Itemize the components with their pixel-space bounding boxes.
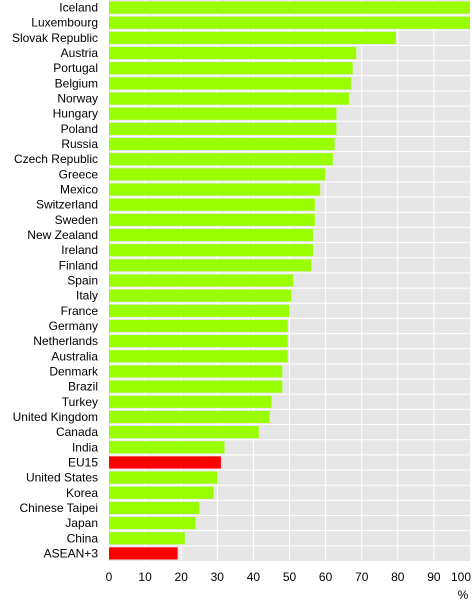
category-label: Finland	[59, 258, 98, 272]
x-tick-label: 100	[451, 570, 471, 584]
category-label: Czech Republic	[14, 152, 98, 166]
bar-germany	[109, 319, 288, 333]
category-label: New Zealand	[27, 228, 98, 242]
category-label: Korea	[66, 486, 98, 500]
category-label: Australia	[51, 349, 98, 363]
bar-portugal	[109, 62, 353, 75]
bar-united-states	[109, 471, 218, 484]
bar-greece	[109, 168, 326, 181]
category-label: France	[61, 304, 99, 318]
x-tick-label: 80	[391, 570, 405, 584]
x-tick-label: 70	[355, 570, 369, 584]
bar-eu15	[109, 456, 221, 469]
category-label: Germany	[49, 319, 98, 333]
x-tick-label: 50	[283, 570, 297, 584]
bar-ireland	[109, 244, 313, 257]
bar-mexico	[109, 183, 321, 196]
category-label: Denmark	[49, 364, 99, 378]
bar-netherlands	[109, 335, 288, 348]
category-label: Austria	[61, 46, 99, 60]
category-label: India	[72, 440, 98, 454]
bars	[109, 1, 470, 560]
category-label: Canada	[56, 425, 98, 439]
bar-norway	[109, 92, 350, 105]
x-tick-label: 90	[427, 570, 441, 584]
x-tick-label: 40	[247, 570, 261, 584]
bar-iceland	[109, 1, 470, 14]
category-label: Switzerland	[36, 198, 98, 212]
x-axis: 0 10 20 30 40 50 60 70 80 90 100	[106, 570, 472, 584]
bar-finland	[109, 259, 312, 272]
bar-chinese-taipei	[109, 501, 200, 515]
category-label: Portugal	[53, 61, 98, 75]
bar-luxembourg	[109, 16, 470, 29]
bar-sweden	[109, 213, 315, 226]
bar-czech-republic	[109, 153, 333, 166]
category-label: Spain	[67, 274, 98, 288]
category-label: Hungary	[53, 107, 98, 121]
bar-spain	[109, 274, 294, 287]
category-label: Ireland	[61, 243, 98, 257]
bar-brazil	[109, 380, 283, 393]
bar-canada	[109, 426, 259, 439]
category-label: Belgium	[55, 76, 98, 90]
bar-australia	[109, 350, 288, 363]
category-label: Mexico	[60, 183, 98, 197]
row-separators	[109, 14, 470, 547]
category-label: Netherlands	[33, 334, 98, 348]
bar-austria	[109, 46, 357, 60]
category-label: Slovak Republic	[12, 31, 98, 45]
category-label: ASEAN+3	[44, 546, 99, 560]
bar-poland	[109, 122, 337, 135]
bar-korea	[109, 486, 214, 499]
category-label: Turkey	[62, 395, 98, 409]
category-label: Brazil	[68, 380, 98, 394]
bar-france	[109, 304, 290, 317]
x-tick-label: 20	[175, 570, 189, 584]
category-label: Russia	[61, 137, 98, 151]
bar-switzerland	[109, 198, 315, 211]
bar-hungary	[109, 107, 337, 120]
category-label: Greece	[59, 167, 99, 181]
category-label: EU15	[68, 455, 98, 469]
category-label: China	[67, 531, 99, 545]
category-label: Japan	[65, 516, 98, 530]
unit-label: %	[458, 588, 469, 602]
bar-slovak-republic	[109, 31, 396, 44]
category-label: Italy	[76, 289, 98, 303]
category-label: Poland	[61, 122, 98, 136]
bar-china	[109, 532, 185, 545]
bar-italy	[109, 289, 292, 302]
bar-denmark	[109, 365, 283, 378]
bar-united-kingdom	[109, 410, 270, 424]
x-tick-label: 30	[211, 570, 225, 584]
category-label: Chinese Taipei	[20, 501, 99, 515]
bar-india	[109, 441, 225, 454]
category-label: United Kingdom	[13, 410, 98, 424]
bar-new-zealand	[109, 228, 313, 242]
bar-russia	[109, 137, 335, 151]
x-tick-label: 10	[138, 570, 152, 584]
category-label: Luxembourg	[31, 16, 98, 30]
bar-japan	[109, 517, 196, 530]
category-label: United States	[26, 471, 98, 485]
bar-belgium	[109, 77, 351, 90]
bar-asean-3	[109, 547, 178, 560]
category-label: Iceland	[59, 1, 98, 15]
x-tick-label: 0	[106, 570, 113, 584]
category-label: Sweden	[55, 213, 98, 227]
x-tick-label: 60	[319, 570, 333, 584]
category-label: Norway	[57, 92, 98, 106]
bar-turkey	[109, 395, 272, 408]
